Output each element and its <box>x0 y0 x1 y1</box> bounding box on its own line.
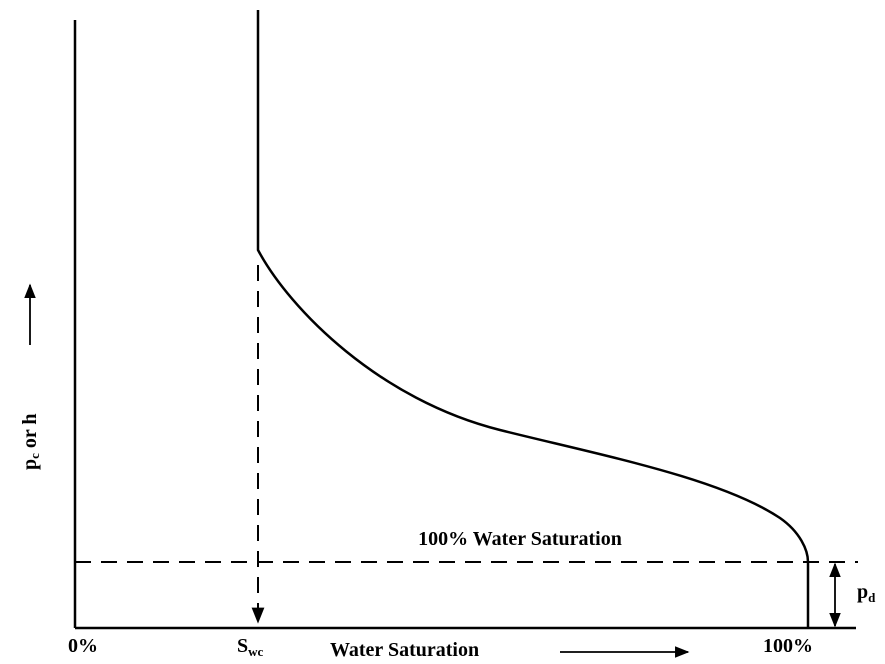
pd-main: p <box>857 581 868 603</box>
swc-label: Swc <box>237 635 264 659</box>
origin-label: 0% <box>68 635 98 657</box>
pd-sub: d <box>868 590 876 605</box>
line-label: 100% Water Saturation <box>418 528 622 550</box>
y-rest: or h <box>19 413 41 453</box>
x-axis-label: Water Saturation <box>330 639 479 661</box>
pd-label: pd <box>857 581 876 605</box>
y-main: p <box>19 459 41 470</box>
swc-sub: wc <box>248 644 263 659</box>
end-label: 100% <box>763 635 813 657</box>
y-axis-label: pc or h <box>19 413 42 470</box>
y-sub: c <box>27 453 42 459</box>
swc-main: S <box>237 635 248 657</box>
capillary-curve <box>256 10 810 628</box>
